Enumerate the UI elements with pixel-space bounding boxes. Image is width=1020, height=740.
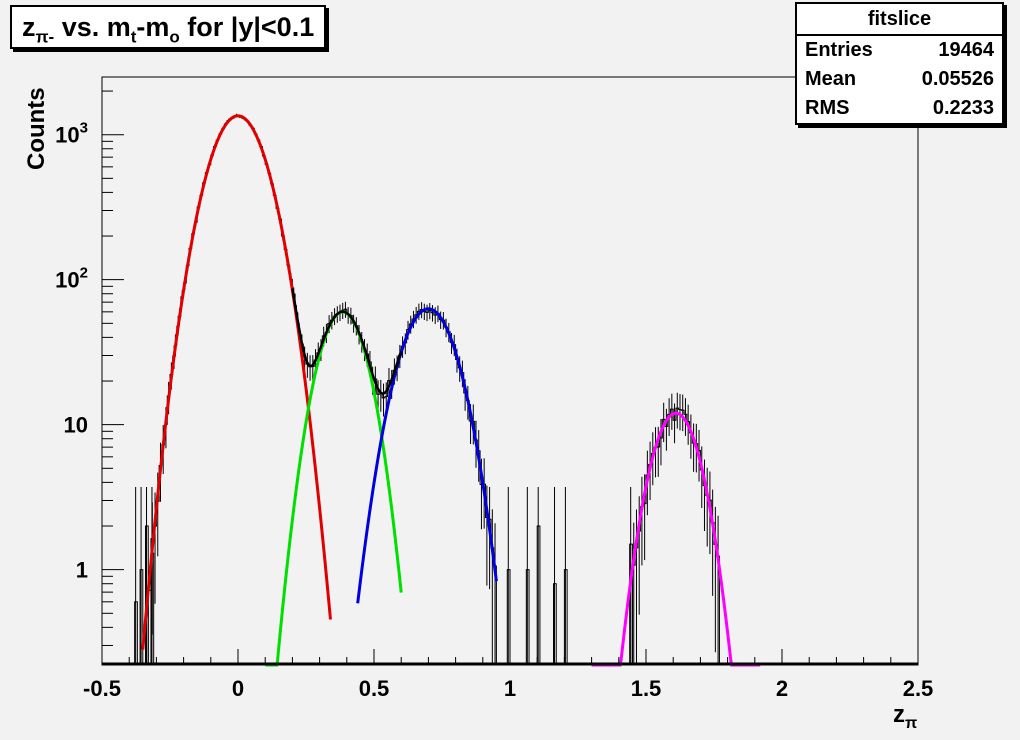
x-axis-title-sub: π <box>905 715 917 732</box>
y-tick-label: 103 <box>55 120 88 148</box>
x-tick-label: 1.5 <box>631 676 662 701</box>
y-tick-label-exponent: 2 <box>80 265 88 282</box>
chart-title: zπ- vs. mt-mo for |y|<0.1 <box>10 5 327 49</box>
y-tick-label: 102 <box>55 265 88 293</box>
x-tick-label: -0.5 <box>83 676 121 701</box>
stats-label-entries: Entries <box>805 39 873 61</box>
x-axis-title-main: z <box>893 701 905 728</box>
x-tick-label: 1 <box>504 676 516 701</box>
y-tick-label: 1 <box>76 558 88 583</box>
stats-row-entries: Entries 19464 <box>797 36 1002 65</box>
y-axis-title: Counts <box>23 87 50 170</box>
x-tick-label: 2 <box>776 676 788 701</box>
x-tick-label: 0 <box>232 676 244 701</box>
y-tick-label-base: 10 <box>64 413 88 438</box>
stats-box: fitslice Entries 19464 Mean 0.05526 RMS … <box>795 2 1004 125</box>
title-mid: vs. m <box>54 12 131 42</box>
x-axis-title: zπ <box>893 701 917 732</box>
fit-curve-0 <box>141 114 332 650</box>
title-tail: for |y|<0.1 <box>179 12 315 42</box>
total-fit-curve <box>291 288 403 395</box>
title-z: z <box>22 12 36 42</box>
y-tick-label-exponent: 3 <box>80 120 88 137</box>
title-m-sub: t <box>130 27 137 47</box>
stats-value-mean: 0.05526 <box>921 68 994 90</box>
y-tick-label-base: 10 <box>55 123 79 148</box>
stats-label-rms: RMS <box>805 97 850 119</box>
title-z-sub: π- <box>35 27 55 47</box>
fit-curves-layer <box>102 114 918 667</box>
stats-row-mean: Mean 0.05526 <box>797 65 1002 94</box>
title-dash: -m <box>136 12 170 42</box>
stats-label-mean: Mean <box>805 68 857 90</box>
stats-row-rms: RMS 0.2233 <box>797 94 1002 123</box>
stats-title: fitslice <box>797 4 1002 36</box>
y-tick-label-base: 10 <box>55 268 79 293</box>
fit-curve-2 <box>356 307 498 604</box>
y-tick-label: 10 <box>64 413 88 438</box>
plot-frame <box>101 76 919 666</box>
x-tick-label: 0.5 <box>359 676 390 701</box>
title-o-sub: o <box>169 27 180 47</box>
stats-value-rms: 0.2233 <box>932 97 994 119</box>
y-tick-label-base: 1 <box>76 558 88 583</box>
stats-value-entries: 19464 <box>938 39 994 61</box>
x-tick-label: 2.5 <box>903 676 934 701</box>
